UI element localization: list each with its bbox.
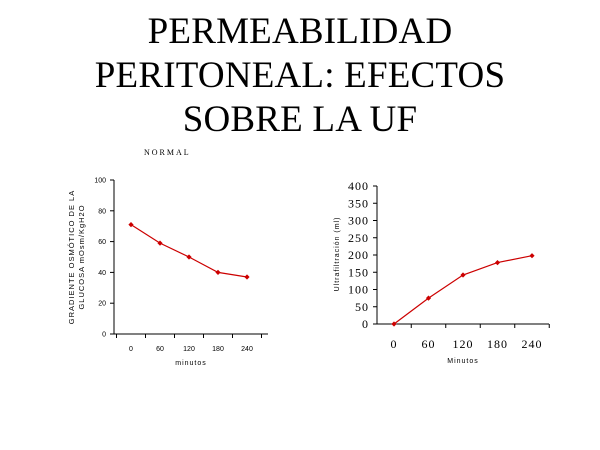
x-tick-label: 0: [391, 337, 398, 351]
data-point: [186, 254, 192, 260]
data-point: [391, 321, 397, 327]
title-line-2: PERITONEAL: EFECTOS: [94, 55, 506, 96]
y-tick-label: 50: [355, 300, 369, 314]
x-tick-label: 240: [522, 337, 543, 351]
y-axis-title-text: Ultrafiltración (ml): [334, 217, 341, 292]
title-line-3: SOBRE LA UF: [182, 99, 418, 140]
chart-subtitle: NORMAL: [144, 148, 191, 157]
x-tick-label: 240: [241, 346, 253, 353]
data-point: [215, 269, 221, 275]
x-tick-label: 60: [422, 337, 436, 351]
y-tick-label: 40: [98, 270, 106, 277]
data-point: [128, 222, 134, 228]
y-tick-label: 150: [348, 265, 369, 279]
series-line: [393, 255, 533, 325]
y-tick-label: 20: [98, 301, 106, 308]
y-tick-label: 200: [348, 248, 369, 262]
y-tick-label: 350: [348, 196, 369, 210]
x-axis-title: Minutos: [447, 358, 479, 365]
y-tick-label: 0: [102, 331, 106, 338]
data-point: [494, 259, 501, 266]
data-point: [425, 295, 432, 301]
x-tick-label: 120: [453, 337, 474, 351]
x-tick-label: 0: [129, 346, 133, 353]
y-tick-label: 60: [98, 239, 106, 246]
x-axis-title: minutos: [175, 360, 207, 367]
y-axis-title: Ultrafiltración (ml): [334, 217, 341, 292]
data-point: [244, 274, 250, 280]
y-tick-label: 300: [348, 214, 369, 228]
x-tick-label: 120: [183, 346, 195, 353]
x-tick-label: 180: [212, 346, 224, 353]
y-axis-title-line-2: GLUCOSA mOsm/KgH2O: [77, 204, 86, 309]
x-tick-label: 180: [487, 337, 508, 351]
y-axis-title-line-1: GRADIENTE OSMÓTICO DE LA: [67, 190, 76, 324]
title-line-1: PERMEABILIDAD: [147, 11, 453, 52]
y-tick-label: 400: [348, 179, 369, 193]
data-point: [460, 272, 466, 278]
data-point: [157, 240, 163, 246]
y-tick-label: 100: [94, 177, 106, 184]
y-axis-title: GRADIENTE OSMÓTICO DE LA GLUCOSA mOsm/KgH…: [67, 190, 86, 324]
y-tick-label: 80: [98, 208, 106, 215]
y-tick-label: 250: [348, 231, 369, 245]
data-point: [529, 253, 535, 259]
y-tick-label: 100: [348, 283, 369, 297]
slide-title: PERMEABILIDAD PERITONEAL: EFECTOS SOBRE …: [0, 10, 600, 142]
y-tick-label: 0: [362, 317, 369, 331]
x-tick-label: 60: [156, 346, 164, 353]
